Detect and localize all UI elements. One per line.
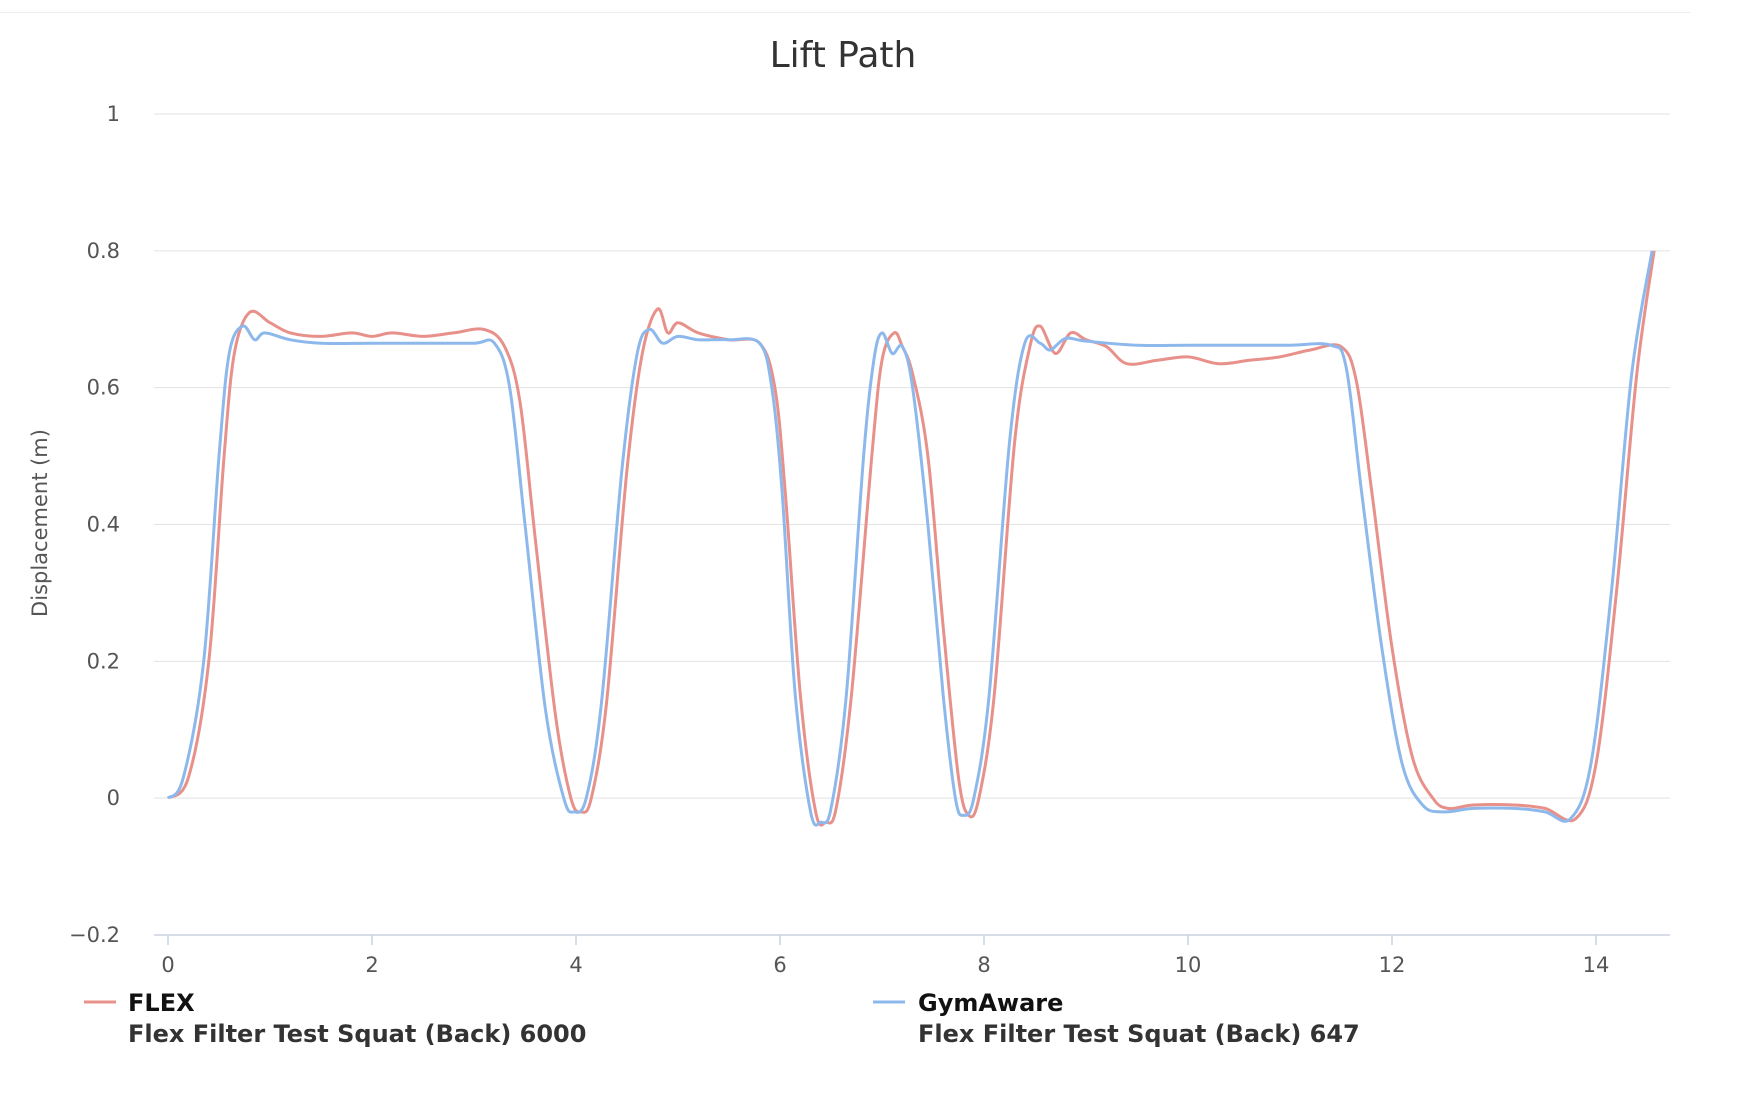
- series-line-flex: [166, 250, 1656, 827]
- legend: FLEX Flex Filter Test Squat (Back) 6000 …: [84, 989, 1360, 1048]
- y-tick-label: 0: [107, 786, 120, 810]
- legend-item-flex[interactable]: FLEX Flex Filter Test Squat (Back) 6000: [84, 989, 586, 1048]
- y-tick-label: −0.2: [69, 923, 120, 947]
- y-tick-label: 0.6: [87, 376, 120, 400]
- x-tick-label: 4: [569, 953, 582, 977]
- x-tick-label: 6: [773, 953, 786, 977]
- legend-item-gymaware[interactable]: GymAware Flex Filter Test Squat (Back) 6…: [873, 989, 1360, 1048]
- y-tick-label: 1: [107, 102, 120, 126]
- x-tick-label: 8: [977, 953, 990, 977]
- series-line-gymaware: [166, 250, 1654, 827]
- legend-subtitle-gymaware: Flex Filter Test Squat (Back) 647: [918, 1020, 1360, 1048]
- y-tick-label: 0.2: [87, 649, 120, 673]
- series-lines: [166, 250, 1656, 827]
- y-tick-label: 0.4: [87, 513, 120, 537]
- chart-title: Lift Path: [770, 35, 917, 76]
- legend-subtitle-flex: Flex Filter Test Squat (Back) 6000: [128, 1020, 586, 1048]
- y-axis-label: Displacement (m): [28, 429, 52, 617]
- legend-label-gymaware: GymAware: [918, 989, 1063, 1017]
- x-tick-label: 2: [365, 953, 378, 977]
- x-tick-label: 10: [1175, 953, 1202, 977]
- top-divider: [0, 12, 1690, 13]
- x-tick-label: 0: [161, 953, 174, 977]
- gridlines: [154, 113, 1670, 799]
- legend-label-flex: FLEX: [128, 989, 195, 1017]
- y-axis-ticks: −0.2 0 0.2 0.4 0.6 0.8 1: [69, 102, 120, 947]
- x-axis: 0 2 4 6 8 10 12 14: [154, 934, 1670, 977]
- y-tick-label: 0.8: [87, 239, 120, 263]
- x-tick-label: 14: [1583, 953, 1610, 977]
- x-tick-label: 12: [1379, 953, 1406, 977]
